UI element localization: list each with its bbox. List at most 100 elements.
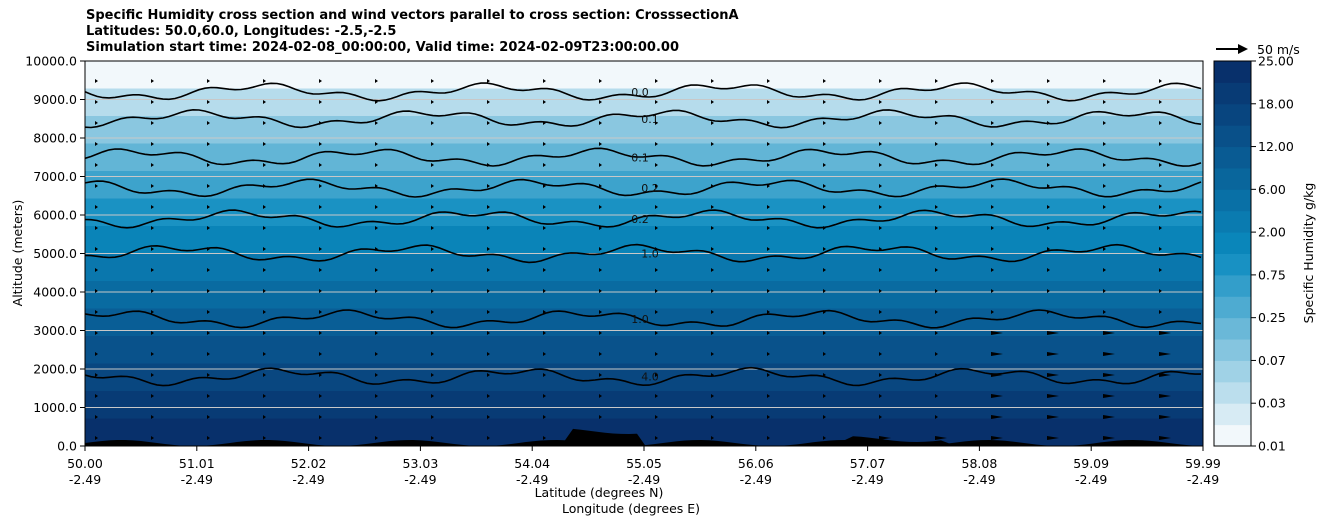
wind-vector	[543, 415, 546, 419]
wind-vector	[1047, 436, 1059, 440]
wind-vector	[991, 142, 994, 146]
wind-vector	[655, 184, 658, 188]
colorbar-segment	[1214, 403, 1251, 426]
x-tick-label-longitude: -2.49	[1075, 472, 1107, 487]
wind-vector	[1159, 205, 1162, 209]
wind-vector	[487, 310, 490, 314]
wind-vector	[263, 289, 266, 293]
wind-vector	[487, 79, 490, 83]
wind-vector	[431, 394, 434, 398]
wind-vector	[599, 205, 602, 209]
wind-vector	[823, 121, 826, 125]
wind-vector	[935, 436, 947, 440]
wind-vector	[95, 436, 98, 440]
wind-vector	[263, 310, 266, 314]
wind-vector	[655, 142, 658, 146]
wind-vector	[319, 142, 322, 146]
wind-vector	[543, 289, 546, 293]
x-tick-label-latitude: 59.99	[1185, 456, 1221, 471]
humidity-band	[85, 61, 1203, 90]
wind-vector	[1159, 79, 1162, 83]
wind-vector	[711, 289, 714, 293]
x-tick-label-longitude: -2.49	[851, 472, 883, 487]
wind-vector	[767, 205, 770, 209]
wind-vector	[1159, 100, 1162, 104]
wind-vector	[431, 247, 434, 251]
x-tick-label-longitude: -2.49	[69, 472, 101, 487]
wind-vector	[1103, 415, 1115, 419]
contour-label: 1.0	[631, 313, 649, 326]
wind-vector	[1103, 100, 1106, 104]
quiver-key: 50 m/s	[1216, 42, 1300, 57]
wind-vector	[207, 100, 210, 104]
wind-vector	[543, 121, 546, 125]
wind-vector	[991, 121, 994, 125]
wind-vector	[263, 331, 266, 335]
wind-vector	[151, 289, 154, 293]
wind-vector	[375, 268, 378, 272]
wind-vector	[207, 247, 210, 251]
y-tick-label: 9000.0	[33, 92, 77, 107]
colorbar-segment	[1214, 232, 1251, 254]
wind-vector	[151, 331, 154, 335]
wind-vector	[263, 100, 266, 104]
wind-vector	[151, 142, 154, 146]
wind-vector	[599, 331, 602, 335]
wind-vector	[1047, 373, 1059, 377]
x-tick-label-latitude: 52.02	[291, 456, 327, 471]
y-axis: 0.0 1000.0 2000.0 3000.0 4000.0 5000.0 6000.0 7…	[25, 54, 85, 454]
wind-vector	[935, 205, 938, 209]
wind-vector	[935, 79, 938, 83]
wind-vector	[1159, 415, 1171, 419]
wind-vector	[935, 247, 938, 251]
x-tick-label-latitude: 51.01	[179, 456, 215, 471]
wind-vector	[879, 247, 882, 251]
wind-vector	[655, 226, 658, 230]
wind-vector	[319, 121, 322, 125]
wind-vector	[263, 268, 266, 272]
contour-line	[85, 209, 1202, 229]
wind-vector	[935, 163, 938, 167]
colorbar-tick-label: 6.00	[1258, 182, 1286, 197]
wind-vector	[1103, 394, 1115, 398]
wind-vector	[151, 184, 154, 188]
wind-vector	[487, 121, 490, 125]
wind-vector	[879, 163, 882, 167]
colorbar-tick-label: 0.03	[1258, 396, 1286, 411]
wind-vector	[375, 394, 378, 398]
wind-vector	[1047, 331, 1059, 335]
wind-vector	[879, 373, 882, 377]
wind-vector	[543, 352, 546, 356]
wind-vector	[935, 268, 938, 272]
wind-vector	[599, 184, 602, 188]
colorbar-segment	[1214, 381, 1251, 404]
wind-vector	[95, 226, 98, 230]
wind-vector	[1047, 226, 1050, 230]
chart-title: Specific Humidity cross section and wind…	[86, 8, 739, 56]
wind-vector	[823, 100, 826, 104]
wind-vector	[599, 247, 602, 251]
wind-vector	[599, 415, 602, 419]
wind-vector	[151, 100, 154, 104]
wind-vector	[935, 331, 938, 335]
wind-vector	[263, 226, 266, 230]
wind-vector	[599, 268, 602, 272]
wind-vector	[95, 289, 98, 293]
wind-vector	[935, 184, 938, 188]
wind-vector	[823, 205, 826, 209]
colorbar-tick-label: 2.00	[1258, 225, 1286, 240]
wind-vector	[935, 394, 938, 398]
wind-vector	[1103, 310, 1106, 314]
wind-vector	[991, 436, 1003, 440]
wind-vector	[711, 205, 714, 209]
wind-vector	[599, 79, 602, 83]
wind-vector	[151, 247, 154, 251]
wind-vector	[711, 79, 714, 83]
wind-vector	[1047, 268, 1050, 272]
wind-vector	[543, 205, 546, 209]
wind-vector	[599, 352, 602, 356]
wind-vector	[823, 226, 826, 230]
wind-vector	[543, 394, 546, 398]
y-tick-label: 10000.0	[25, 54, 77, 69]
contour-label: 0.1	[641, 113, 659, 126]
